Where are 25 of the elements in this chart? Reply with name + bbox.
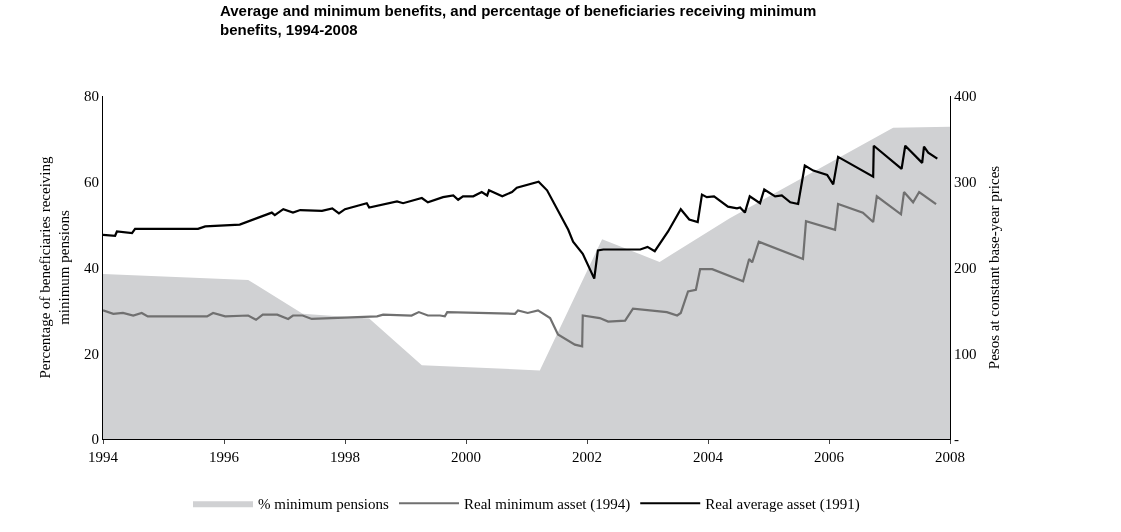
y2-tick-label: 300 xyxy=(954,174,977,190)
y-tick-label: 40 xyxy=(84,259,99,276)
y2-tick-label: 100 xyxy=(954,345,977,362)
y-tick-label: 0 xyxy=(91,431,99,448)
x-tick-label: 1994 xyxy=(88,449,119,465)
y-tick-label: 60 xyxy=(84,174,99,190)
x-tick-label: 1998 xyxy=(330,449,360,465)
y-axis-title: Percentage of beneficiaries receiving minimum pensions xyxy=(36,156,73,379)
legend-label: % minimum pensions xyxy=(258,496,389,513)
x-tick-label: 2002 xyxy=(572,449,602,465)
y-tick-label: 80 xyxy=(84,88,99,105)
legend-label: Real average asset (1991) xyxy=(705,496,860,514)
line-series xyxy=(103,190,938,348)
x-tick-label: 2000 xyxy=(451,449,481,465)
y-tick-label: 20 xyxy=(84,345,99,362)
y2-axis-title: Pesos at constant base-year prices xyxy=(985,165,1002,370)
y2-tick-label: - xyxy=(954,431,959,448)
y2-tick-label: 400 xyxy=(954,88,977,105)
legend-label: Real minimum asset (1994) xyxy=(464,496,631,514)
x-tick-label: 2008 xyxy=(935,449,965,465)
y2-tick-label: 200 xyxy=(954,259,977,276)
chart-title: Average and minimum benefits, and percentage of beneficiaries receiving minimum benefits, 1994-2008 xyxy=(220,1,817,39)
x-tick-label: 2006 xyxy=(814,449,845,465)
x-tick-label: 1996 xyxy=(209,449,240,465)
x-tick-label: 2004 xyxy=(693,449,724,465)
